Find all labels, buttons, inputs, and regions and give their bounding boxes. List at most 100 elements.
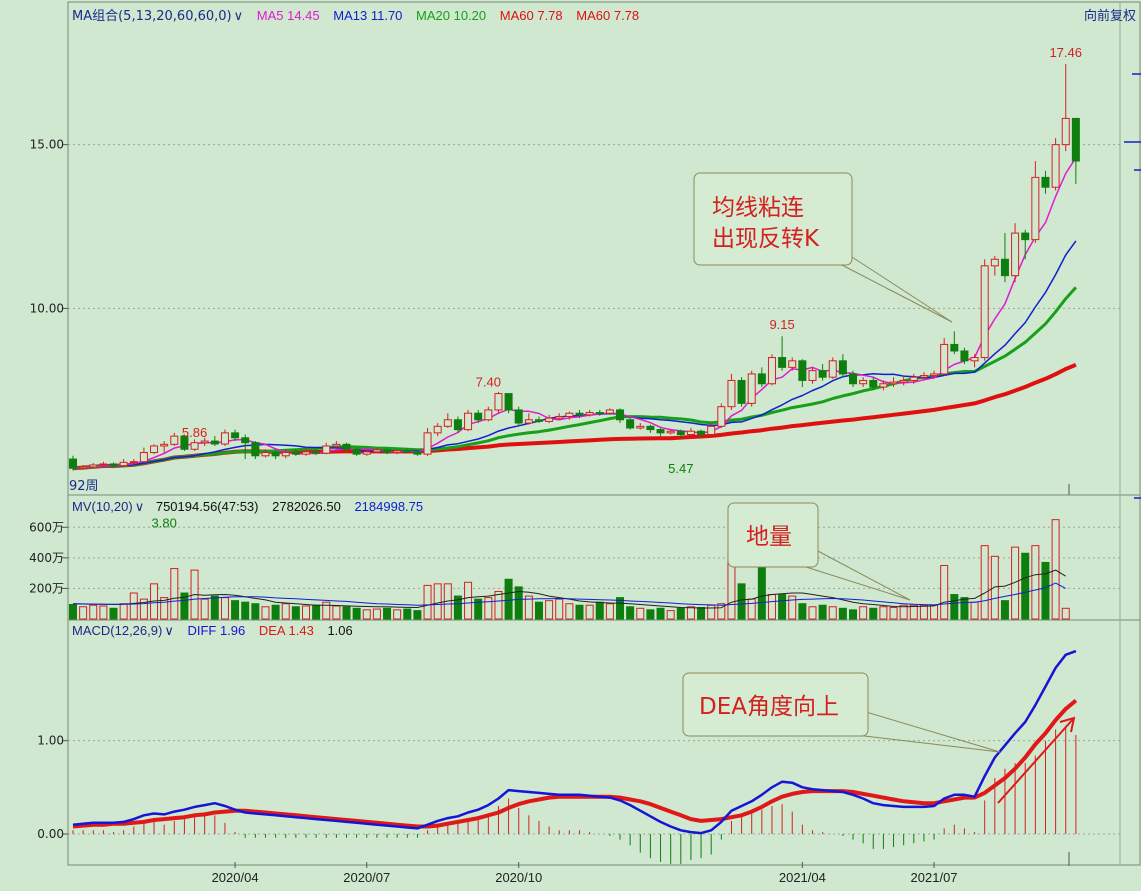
diff-value: DIFF 1.96 — [187, 623, 245, 638]
candle-up — [930, 373, 939, 377]
volume-bar-up — [220, 597, 229, 620]
volume-bar-down — [474, 598, 483, 620]
candle-up — [859, 379, 868, 385]
callout-ma-convergence-box — [693, 172, 853, 266]
candle-down — [251, 442, 260, 457]
candle-up — [301, 451, 310, 455]
volume-bar-down — [697, 607, 706, 620]
callout-dea-rising-text: DEA角度向上 — [699, 694, 839, 720]
candle-up — [565, 412, 574, 417]
macd-indicator-chevron[interactable]: ∨ — [164, 623, 174, 638]
candle-up — [919, 375, 928, 378]
callout-dea-rising-pointer-2 — [855, 734, 1001, 753]
macd-indicator-name[interactable]: MACD(12,26,9) — [72, 623, 162, 638]
volume-bar-down — [312, 604, 321, 620]
volume-tick-label: 400万 — [29, 551, 64, 565]
price-annotation: 5.86 — [182, 425, 207, 440]
volume-bar-up — [899, 604, 908, 620]
callout-dea-rising-box — [682, 672, 869, 737]
volume-bar-down — [849, 609, 858, 620]
price-indicator-chevron[interactable]: ∨ — [234, 8, 244, 23]
volume-bar-down — [646, 609, 655, 620]
candle-down — [960, 350, 969, 362]
candle-down — [646, 425, 655, 431]
volume-bar-down — [342, 606, 351, 620]
candle-up — [1011, 232, 1020, 277]
volume-bar-up — [666, 610, 675, 620]
candle-down — [778, 357, 787, 368]
callout-dea-rising: DEA角度向上 — [682, 672, 1001, 753]
volume-bar-down — [251, 603, 260, 620]
volume-bar-up — [160, 597, 169, 620]
candle-up — [940, 343, 949, 375]
candle-down — [818, 370, 827, 378]
callout-low-volume: 地量 — [727, 502, 911, 601]
ma5-value: MA5 14.45 — [257, 8, 320, 23]
macd-histogram — [72, 725, 1077, 864]
volume-bar-up — [859, 606, 868, 620]
volume-bar-up — [1051, 519, 1060, 620]
volume-bar-up — [372, 608, 381, 620]
volume-indicator-name[interactable]: MV(10,20) — [72, 499, 133, 514]
volume-bar-up — [393, 609, 402, 620]
candle-up — [686, 430, 695, 436]
candle-up — [160, 443, 169, 447]
price-tick-label: 15.00 — [30, 138, 64, 152]
candle-up — [484, 409, 493, 421]
panel-frames — [67, 1, 1141, 866]
candle-up — [717, 406, 726, 427]
dea-value: DEA 1.43 — [259, 623, 314, 638]
volume-bar-up — [119, 603, 128, 620]
candle-down — [676, 430, 685, 436]
volume-bar-up — [464, 581, 473, 620]
candles — [69, 64, 1080, 471]
candle-up — [150, 445, 159, 454]
candle-down — [1071, 117, 1080, 162]
price-annotation: 17.46 — [1049, 45, 1082, 60]
mv20-value: 2184998.75 — [354, 499, 423, 514]
candle-down — [271, 452, 280, 457]
volume-value: 750194.56(47:53) — [156, 499, 259, 514]
candle-up — [970, 357, 979, 362]
volume-bar-down — [109, 607, 118, 620]
volume-bar-up — [686, 606, 695, 620]
adjust-mode-label[interactable]: 向前复权 — [1084, 8, 1136, 24]
volume-bar-down — [1041, 561, 1050, 620]
volume-bar-up — [129, 592, 138, 620]
volume-bar-down — [778, 594, 787, 620]
candle-down — [403, 450, 412, 453]
candle-up — [220, 432, 229, 445]
candle-up — [423, 432, 432, 455]
candle-down — [291, 452, 300, 455]
candle-up — [585, 412, 594, 416]
volume-bars — [69, 519, 1070, 620]
candle-down — [342, 443, 351, 450]
volume-bar-up — [919, 604, 928, 620]
macd-tick-label: 0.00 — [37, 827, 64, 841]
candle-down — [616, 409, 625, 421]
volume-bar-down — [403, 608, 412, 620]
price-indicator-name[interactable]: MA组合(5,13,20,60,60,0) — [72, 9, 232, 24]
candle-up — [281, 452, 290, 457]
price-annotation: 3.80 — [152, 515, 177, 530]
callout-low-volume-pointer — [815, 549, 911, 601]
volume-bar-down — [960, 597, 969, 620]
candle-down — [757, 373, 766, 385]
volume-bar-up — [909, 604, 918, 620]
volume-bar-up — [879, 606, 888, 620]
volume-indicator-chevron[interactable]: ∨ — [135, 499, 145, 514]
candle-down — [798, 360, 807, 381]
volume-bar-down — [616, 597, 625, 620]
x-tick-label: 2021/04 — [779, 870, 826, 885]
volume-bar-up — [980, 545, 989, 620]
price-annotation: 7.40 — [476, 375, 501, 390]
candle-up — [524, 419, 533, 424]
candle-up — [99, 463, 108, 466]
candle-down — [474, 412, 483, 421]
macd-tick-label: 1.00 — [37, 734, 64, 748]
volume-bar-down — [504, 578, 513, 620]
candle-down — [312, 451, 321, 454]
candle-up — [747, 373, 756, 404]
